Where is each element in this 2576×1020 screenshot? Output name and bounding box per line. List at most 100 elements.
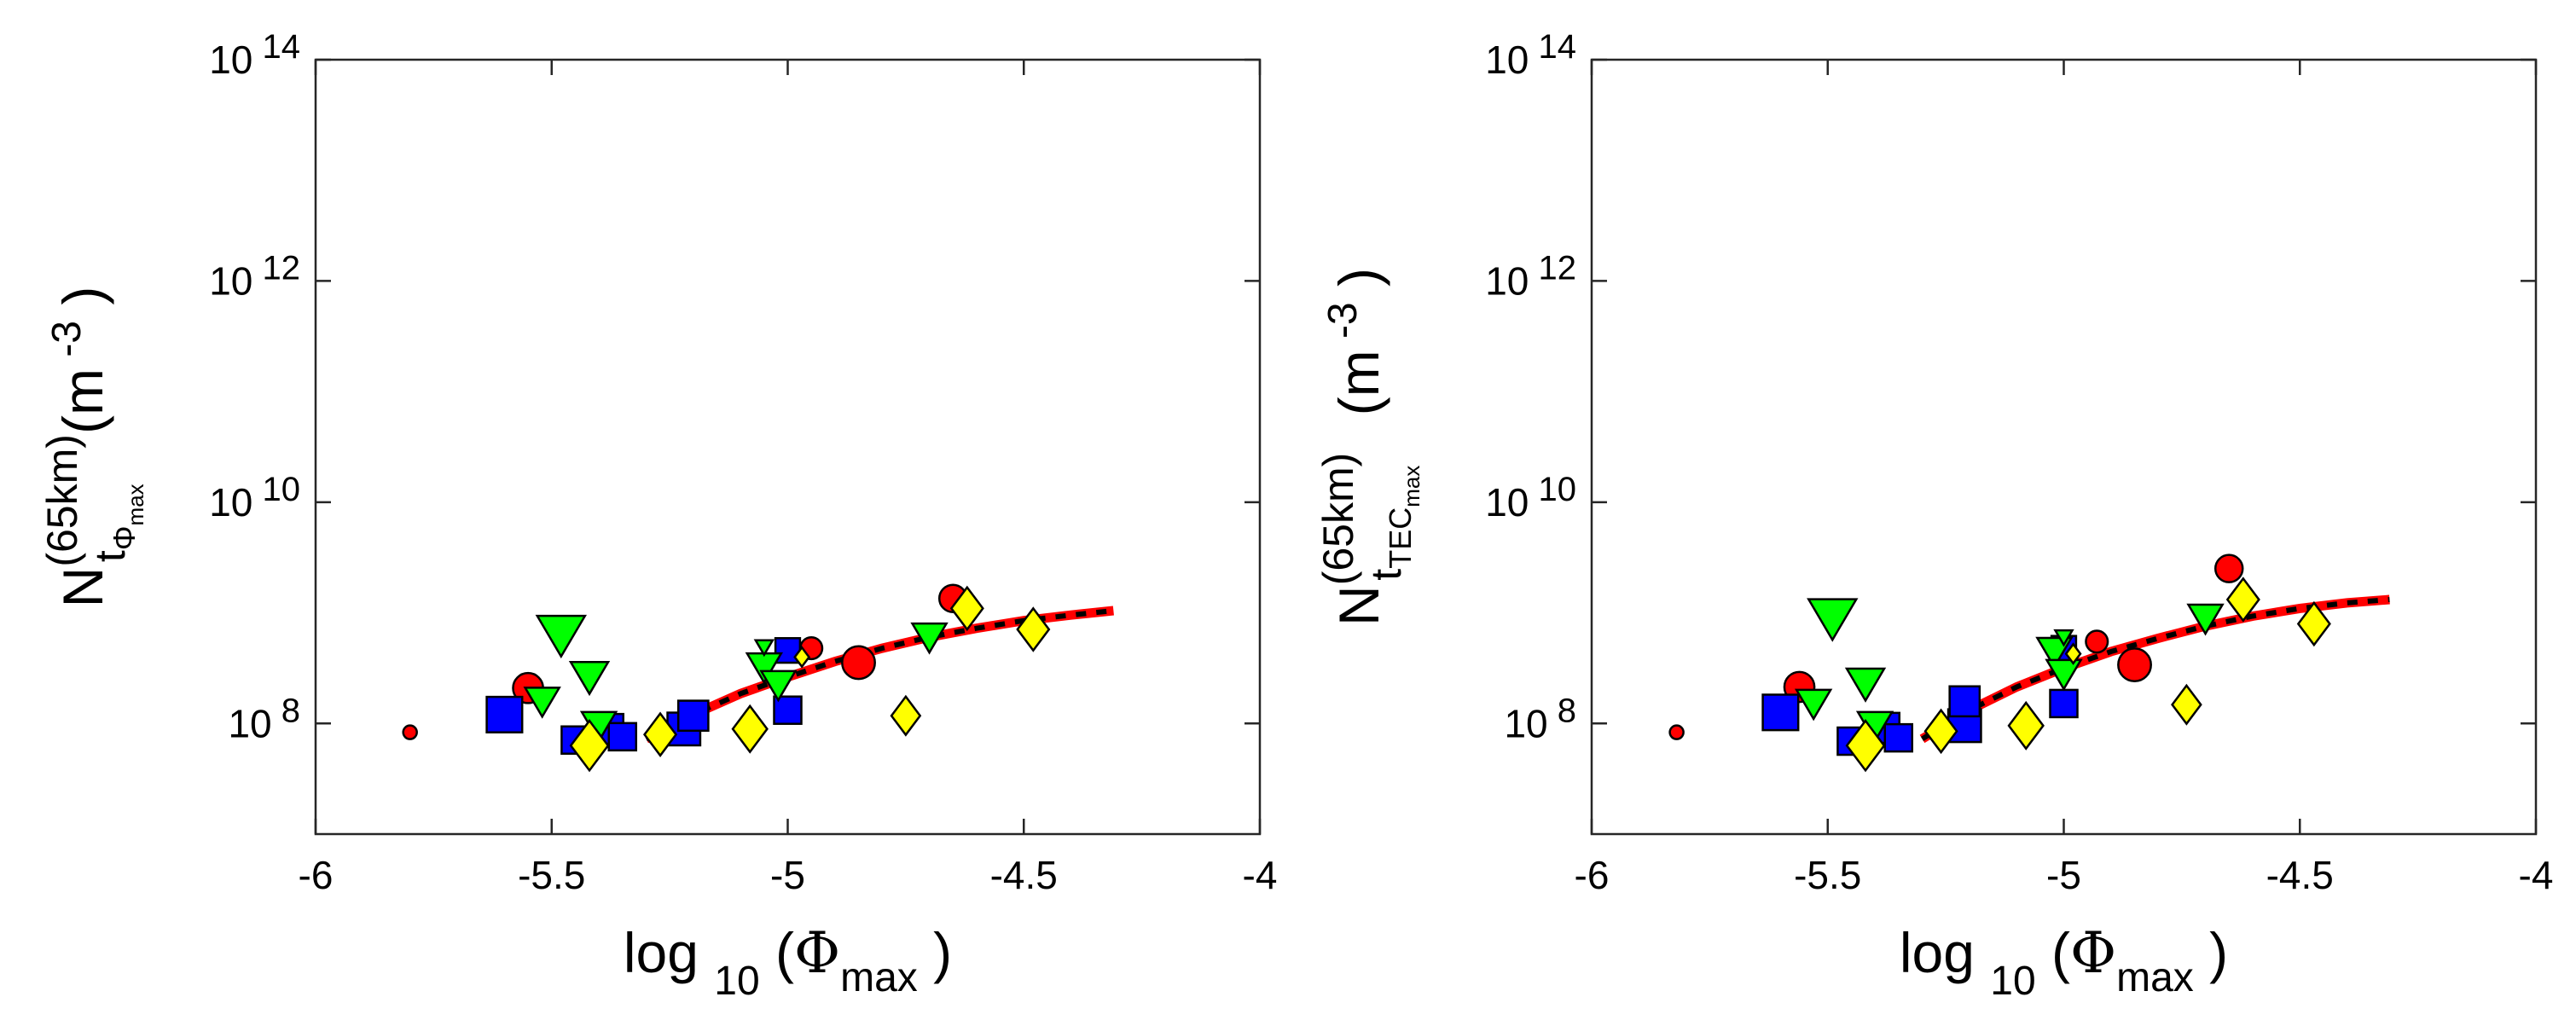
data-point-square xyxy=(2049,688,2079,719)
y-axis-title-subsubsub: max xyxy=(123,484,148,525)
y-tick-power: 8 xyxy=(272,692,300,729)
y-tick-power: 10 xyxy=(1529,471,1576,508)
y-tick-power: 12 xyxy=(1529,249,1576,287)
x-axis-title: log 10 (Φmax ) xyxy=(1900,920,2228,1004)
data-point-circle xyxy=(1668,724,1685,740)
y-tick-power: 10 xyxy=(252,471,300,508)
data-point-diamond xyxy=(1923,708,1958,755)
y-tick-base: 10 xyxy=(209,480,252,524)
x-tick-label: -5.5 xyxy=(518,853,585,897)
x-tick-label: -5.5 xyxy=(1794,853,1861,897)
x-axis-title-symbol-sub: max xyxy=(2116,955,2194,1000)
y-axis-title-unit-sup: -3 xyxy=(1320,302,1366,350)
y-axis-title: N(65km)tTECmax (m -3 ) xyxy=(1314,268,1424,626)
y-tick-label: 10 14 xyxy=(209,28,300,82)
data-point-circle xyxy=(2213,553,2244,583)
data-point-diamond xyxy=(2225,577,2260,623)
y-tick-power: 12 xyxy=(252,249,300,287)
y-axis-title-unit-close: ) xyxy=(51,287,114,321)
y-tick-label: 10 12 xyxy=(209,249,300,303)
data-point-triangle xyxy=(2045,658,2083,692)
x-axis-title-open: ( xyxy=(2036,921,2070,984)
data-point-triangle xyxy=(523,687,561,719)
data-point-triangle xyxy=(1844,667,1887,703)
y-axis-title: N(65km)tΦmax (m -3 ) xyxy=(38,287,148,608)
data-point-triangle xyxy=(759,669,798,703)
y-axis-title-group: N(65km)tTECmax (m -3 ) xyxy=(1314,268,1424,626)
x-axis-title-close: ) xyxy=(2194,921,2228,984)
y-axis-title-group: N(65km)tΦmax (m -3 ) xyxy=(38,287,148,608)
plot-frame xyxy=(314,58,1262,836)
data-point-diamond xyxy=(2296,600,2331,647)
x-tick-label: -4 xyxy=(1243,853,1278,897)
data-point-triangle xyxy=(910,622,949,655)
x-axis-title-symbol: Φ xyxy=(794,920,840,986)
y-axis-title-main: N xyxy=(1327,585,1390,626)
x-axis-title-log: log xyxy=(624,921,714,984)
x-tick-label: -4.5 xyxy=(990,853,1058,897)
y-tick-label: 10 12 xyxy=(1485,249,1576,303)
y-axis-title-sup: (65km) xyxy=(1314,453,1362,586)
y-tick-base: 10 xyxy=(209,258,252,303)
data-point-diamond xyxy=(949,585,984,632)
data-point-triangle xyxy=(535,614,588,659)
data-point-square xyxy=(676,699,710,733)
x-axis-title-close: ) xyxy=(918,921,952,984)
y-axis-title-unit-open: (m xyxy=(1327,350,1390,431)
y-tick-label: 10 8 xyxy=(228,692,300,745)
data-point-diamond xyxy=(569,719,610,773)
data-point-diamond xyxy=(1016,606,1051,652)
data-point-square xyxy=(607,722,638,752)
x-axis-title-open: ( xyxy=(760,921,794,984)
data-point-triangle xyxy=(1807,598,1859,642)
x-axis-title: log 10 (Φmax ) xyxy=(624,920,952,1004)
y-axis-title-unit-sup: -3 xyxy=(44,321,90,368)
data-point-circle xyxy=(402,724,418,740)
y-tick-base: 10 xyxy=(1485,258,1529,303)
y-tick-base: 10 xyxy=(1504,701,1547,745)
y-tick-base: 10 xyxy=(1485,38,1529,82)
data-point-diamond xyxy=(2007,700,2045,751)
x-tick-label: -4.5 xyxy=(2266,853,2334,897)
y-tick-power: 14 xyxy=(252,28,300,66)
y-tick-label: 10 10 xyxy=(209,471,300,524)
y-tick-label: 10 10 xyxy=(1485,471,1576,524)
data-point-square xyxy=(1948,685,1981,718)
data-point-triangle xyxy=(568,660,611,697)
x-axis-title-symbol: Φ xyxy=(2070,920,2116,986)
data-point-diamond xyxy=(2171,683,2202,726)
x-tick-label: -5 xyxy=(2046,853,2081,897)
y-axis-title-sub: t xyxy=(86,550,134,562)
y-tick-base: 10 xyxy=(228,701,271,745)
x-axis-title-base: 10 xyxy=(1990,959,2035,1004)
x-tick-label: -6 xyxy=(1575,853,1610,897)
y-axis-title-subsub: TEC xyxy=(1383,507,1418,569)
data-point-circle xyxy=(2085,629,2109,654)
data-point-diamond xyxy=(793,646,811,669)
y-tick-power: 8 xyxy=(1548,692,1576,729)
x-axis-title-log: log xyxy=(1900,921,1990,984)
data-point-diamond xyxy=(643,711,678,757)
y-tick-label: 10 8 xyxy=(1504,692,1576,745)
data-point-diamond xyxy=(1845,719,1886,773)
data-point-circle xyxy=(2117,647,2152,682)
y-axis-title-sub: t xyxy=(1362,569,1410,581)
y-axis-title-subsubsub: max xyxy=(1399,466,1424,507)
y-axis-title-subsub: Φ xyxy=(107,525,142,550)
x-axis-title-base: 10 xyxy=(714,959,759,1004)
x-tick-label: -5 xyxy=(770,853,805,897)
x-tick-label: -4 xyxy=(2519,853,2554,897)
data-point-circle xyxy=(841,645,876,681)
y-tick-power: 14 xyxy=(1529,28,1576,66)
y-tick-label: 10 14 xyxy=(1485,28,1576,82)
data-point-triangle xyxy=(2053,629,2074,647)
data-point-diamond xyxy=(731,704,769,754)
data-point-triangle xyxy=(753,639,775,658)
y-axis-title-main: N xyxy=(51,567,114,608)
y-axis-title-unit-close: ) xyxy=(1327,268,1390,302)
y-tick-base: 10 xyxy=(1485,480,1529,524)
x-tick-label: -6 xyxy=(299,853,334,897)
